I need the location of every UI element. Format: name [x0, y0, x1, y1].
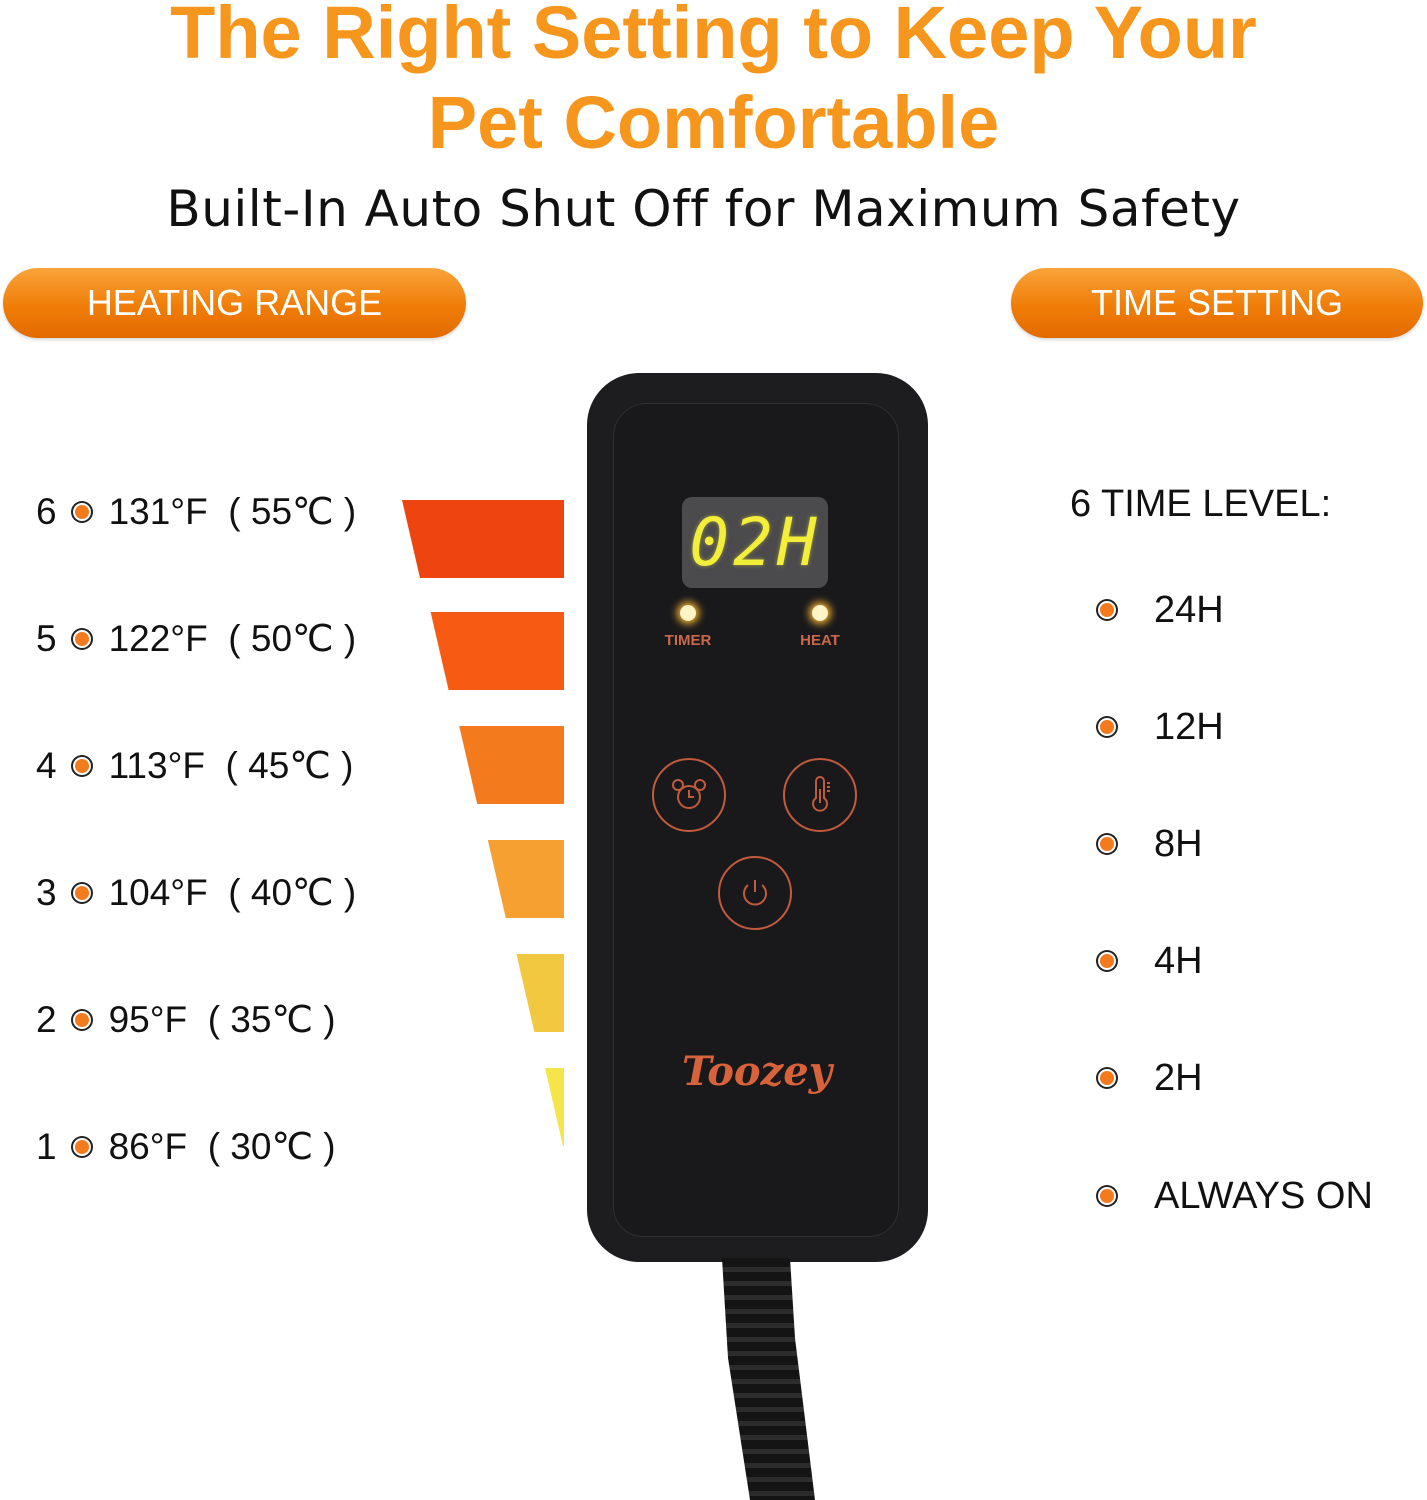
- heat-bar-2: [516, 954, 564, 1032]
- time-level-item: 12H: [1098, 707, 1224, 747]
- bullet-icon: [1098, 1069, 1116, 1087]
- heat-button[interactable]: [783, 758, 857, 832]
- level-number: 6: [36, 491, 57, 532]
- level-number: 2: [36, 999, 57, 1040]
- time-levels-heading: 6 TIME LEVEL:: [1070, 483, 1332, 525]
- heat-bar-5: [430, 612, 564, 690]
- time-level-item: 4H: [1098, 941, 1203, 981]
- power-button[interactable]: [718, 856, 792, 930]
- bullet-icon: [72, 503, 91, 521]
- subtitle: Built-In Auto Shut Off for Maximum Safet…: [166, 180, 1241, 238]
- level-number: 1: [36, 1126, 57, 1167]
- bullet-icon: [1098, 952, 1116, 970]
- timer-led-icon: [680, 605, 696, 621]
- heat-label: HEAT: [800, 632, 840, 649]
- power-cable: [722, 1258, 815, 1500]
- level-temperature: 113°F ( 45℃ ): [108, 745, 354, 786]
- bullet-icon: [72, 884, 91, 902]
- heating-level-4: 4 113°F ( 45℃ ): [36, 746, 353, 786]
- level-temperature: 104°F ( 40℃ ): [108, 872, 357, 913]
- heat-bar-4: [459, 726, 564, 804]
- bullet-icon: [1098, 718, 1116, 736]
- time-level-label: 2H: [1154, 1057, 1203, 1099]
- heating-range-badge: HEATING RANGE: [3, 268, 466, 338]
- heat-bar-6: [402, 500, 564, 578]
- time-level-label: 8H: [1154, 823, 1203, 865]
- power-icon: [743, 880, 767, 906]
- heating-level-6: 6 131°F ( 55℃ ): [36, 492, 356, 532]
- timer-label: TIMER: [664, 632, 712, 649]
- heat-led-icon: [812, 605, 828, 621]
- level-temperature: 95°F ( 35℃ ): [108, 999, 336, 1040]
- brand-logo: Toozey: [682, 1048, 832, 1095]
- time-level-item: 24H: [1098, 590, 1224, 630]
- level-number: 3: [36, 872, 57, 913]
- heating-level-3: 3 104°F ( 40℃ ): [36, 873, 356, 913]
- bullet-icon: [72, 1138, 91, 1156]
- level-temperature: 86°F ( 30℃ ): [108, 1126, 336, 1167]
- time-level-item: 2H: [1098, 1058, 1203, 1098]
- thermometer-icon: [812, 776, 830, 812]
- bullet-icon: [72, 1011, 91, 1029]
- heating-level-1: 1 86°F ( 30℃ ): [36, 1127, 336, 1167]
- time-level-item: 8H: [1098, 824, 1203, 864]
- time-level-label: 24H: [1154, 589, 1224, 631]
- bullet-icon: [72, 757, 91, 775]
- alarm-clock-icon: [672, 779, 706, 809]
- bullet-icon: [72, 630, 91, 648]
- bullet-icon: [1098, 835, 1116, 853]
- time-level-label: 4H: [1154, 940, 1203, 982]
- bullet-icon: [1098, 1187, 1116, 1205]
- level-number: 4: [36, 745, 57, 786]
- level-number: 5: [36, 618, 57, 659]
- heating-level-5: 5 122°F ( 50℃ ): [36, 619, 356, 659]
- time-level-label: 12H: [1154, 706, 1224, 748]
- heat-bar-1: [545, 1068, 564, 1146]
- level-temperature: 122°F ( 50℃ ): [108, 618, 357, 659]
- title-line-1: The Right Setting to Keep Your: [170, 0, 1257, 74]
- time-level-item: ALWAYS ON: [1098, 1176, 1373, 1216]
- time-setting-badge: TIME SETTING: [1011, 268, 1423, 338]
- timer-button[interactable]: [652, 758, 726, 832]
- time-level-label: ALWAYS ON: [1154, 1175, 1373, 1217]
- heat-bar-3: [487, 840, 564, 918]
- heating-level-2: 2 95°F ( 35℃ ): [36, 1000, 336, 1040]
- bullet-icon: [1098, 601, 1116, 619]
- digital-display: 02H: [682, 497, 828, 588]
- level-temperature: 131°F ( 55℃ ): [108, 491, 357, 532]
- title-line-2: Pet Comfortable: [427, 81, 1000, 164]
- controller-device: 02H TIMER HEAT Toozey: [587, 373, 928, 1262]
